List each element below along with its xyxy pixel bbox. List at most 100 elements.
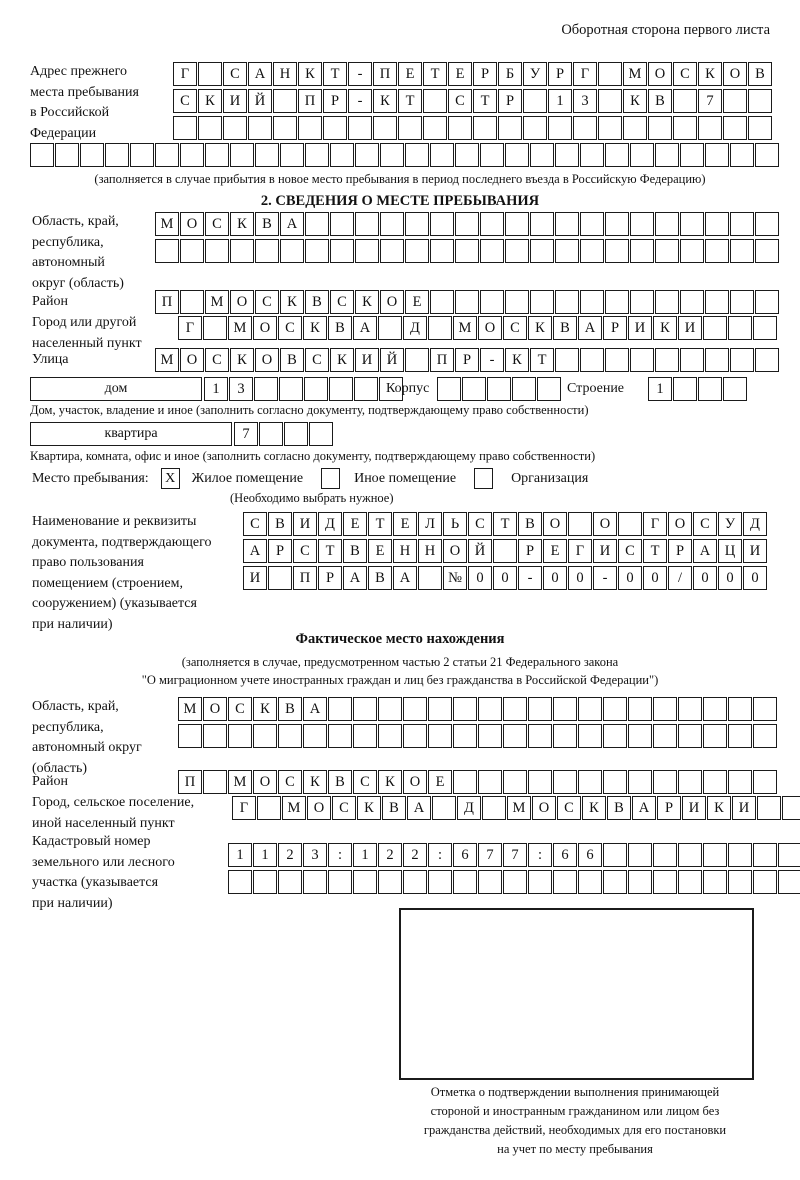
char-cell[interactable] <box>555 212 579 236</box>
char-cell[interactable] <box>630 348 654 372</box>
char-cell[interactable]: Д <box>403 316 427 340</box>
char-cell[interactable]: Д <box>318 512 342 536</box>
char-cell[interactable] <box>478 724 502 748</box>
char-cell[interactable]: : <box>328 843 352 867</box>
char-cell[interactable]: О <box>380 290 404 314</box>
char-cell[interactable] <box>530 143 554 167</box>
char-cell[interactable] <box>278 870 302 894</box>
char-cell[interactable]: В <box>268 512 292 536</box>
char-cell[interactable] <box>155 239 179 263</box>
char-cell[interactable] <box>753 697 777 721</box>
char-cell[interactable]: С <box>503 316 527 340</box>
char-cell[interactable]: И <box>593 539 617 563</box>
char-cell[interactable] <box>453 870 477 894</box>
char-cell[interactable] <box>753 770 777 794</box>
char-cell[interactable] <box>353 697 377 721</box>
char-cell[interactable]: У <box>718 512 742 536</box>
char-cell[interactable]: И <box>628 316 652 340</box>
char-cell[interactable] <box>30 143 54 167</box>
char-cell[interactable]: О <box>648 62 672 86</box>
char-cell[interactable] <box>703 724 727 748</box>
char-cell[interactable] <box>580 348 604 372</box>
char-cell[interactable] <box>698 377 722 401</box>
char-cell[interactable] <box>505 239 529 263</box>
char-cell[interactable] <box>678 843 702 867</box>
char-cell[interactable] <box>378 870 402 894</box>
char-cell[interactable] <box>678 870 702 894</box>
char-cell[interactable]: С <box>448 89 472 113</box>
char-cell[interactable] <box>180 239 204 263</box>
char-cell[interactable]: О <box>255 348 279 372</box>
char-cell[interactable] <box>298 116 322 140</box>
char-cell[interactable] <box>528 724 552 748</box>
char-cell[interactable] <box>653 870 677 894</box>
char-cell[interactable] <box>198 62 222 86</box>
char-cell[interactable] <box>478 697 502 721</box>
char-cell[interactable] <box>705 143 729 167</box>
char-cell[interactable] <box>480 212 504 236</box>
char-cell[interactable]: 7 <box>234 422 258 446</box>
char-cell[interactable]: К <box>230 348 254 372</box>
char-cell[interactable]: А <box>248 62 272 86</box>
char-cell[interactable]: К <box>357 796 381 820</box>
char-cell[interactable]: С <box>468 512 492 536</box>
char-cell[interactable] <box>537 377 561 401</box>
char-cell[interactable] <box>548 116 572 140</box>
char-cell[interactable]: С <box>205 212 229 236</box>
char-cell[interactable]: И <box>355 348 379 372</box>
char-cell[interactable]: С <box>278 770 302 794</box>
char-cell[interactable] <box>655 143 679 167</box>
char-cell[interactable] <box>705 348 729 372</box>
char-cell[interactable] <box>755 212 779 236</box>
char-cell[interactable] <box>323 116 347 140</box>
char-cell[interactable] <box>180 290 204 314</box>
char-cell[interactable] <box>728 724 752 748</box>
char-cell[interactable]: Р <box>548 62 572 86</box>
char-cell[interactable] <box>748 89 772 113</box>
char-cell[interactable]: С <box>243 512 267 536</box>
char-cell[interactable] <box>555 290 579 314</box>
char-cell[interactable]: Б <box>498 62 522 86</box>
char-cell[interactable]: В <box>280 348 304 372</box>
char-cell[interactable]: Ц <box>718 539 742 563</box>
char-cell[interactable] <box>448 116 472 140</box>
char-cell[interactable] <box>437 377 461 401</box>
char-cell[interactable] <box>528 870 552 894</box>
char-cell[interactable] <box>628 870 652 894</box>
char-cell[interactable]: К <box>698 62 722 86</box>
char-cell[interactable] <box>259 422 283 446</box>
char-cell[interactable] <box>628 697 652 721</box>
char-cell[interactable] <box>328 697 352 721</box>
char-cell[interactable] <box>253 724 277 748</box>
char-cell[interactable] <box>478 770 502 794</box>
char-cell[interactable] <box>428 724 452 748</box>
char-cell[interactable]: А <box>280 212 304 236</box>
char-cell[interactable]: П <box>178 770 202 794</box>
char-cell[interactable]: С <box>693 512 717 536</box>
char-cell[interactable] <box>423 89 447 113</box>
char-cell[interactable] <box>493 539 517 563</box>
char-cell[interactable]: Т <box>423 62 447 86</box>
char-cell[interactable] <box>705 212 729 236</box>
char-cell[interactable] <box>680 348 704 372</box>
char-cell[interactable]: М <box>453 316 477 340</box>
char-cell[interactable]: О <box>307 796 331 820</box>
char-cell[interactable] <box>753 870 777 894</box>
char-cell[interactable]: Е <box>398 62 422 86</box>
char-cell[interactable]: И <box>682 796 706 820</box>
char-cell[interactable]: 0 <box>493 566 517 590</box>
char-cell[interactable] <box>578 870 602 894</box>
char-cell[interactable] <box>305 143 329 167</box>
char-cell[interactable]: Е <box>343 512 367 536</box>
char-cell[interactable] <box>453 697 477 721</box>
char-cell[interactable] <box>553 724 577 748</box>
char-cell[interactable] <box>628 724 652 748</box>
char-cell[interactable] <box>482 796 506 820</box>
char-cell[interactable]: О <box>253 770 277 794</box>
char-cell[interactable]: - <box>480 348 504 372</box>
document-row-3[interactable]: И П Р А В А № 0 0-0 0-0 0/0 0 0 <box>243 566 768 590</box>
char-cell[interactable]: Р <box>455 348 479 372</box>
char-cell[interactable]: К <box>355 290 379 314</box>
